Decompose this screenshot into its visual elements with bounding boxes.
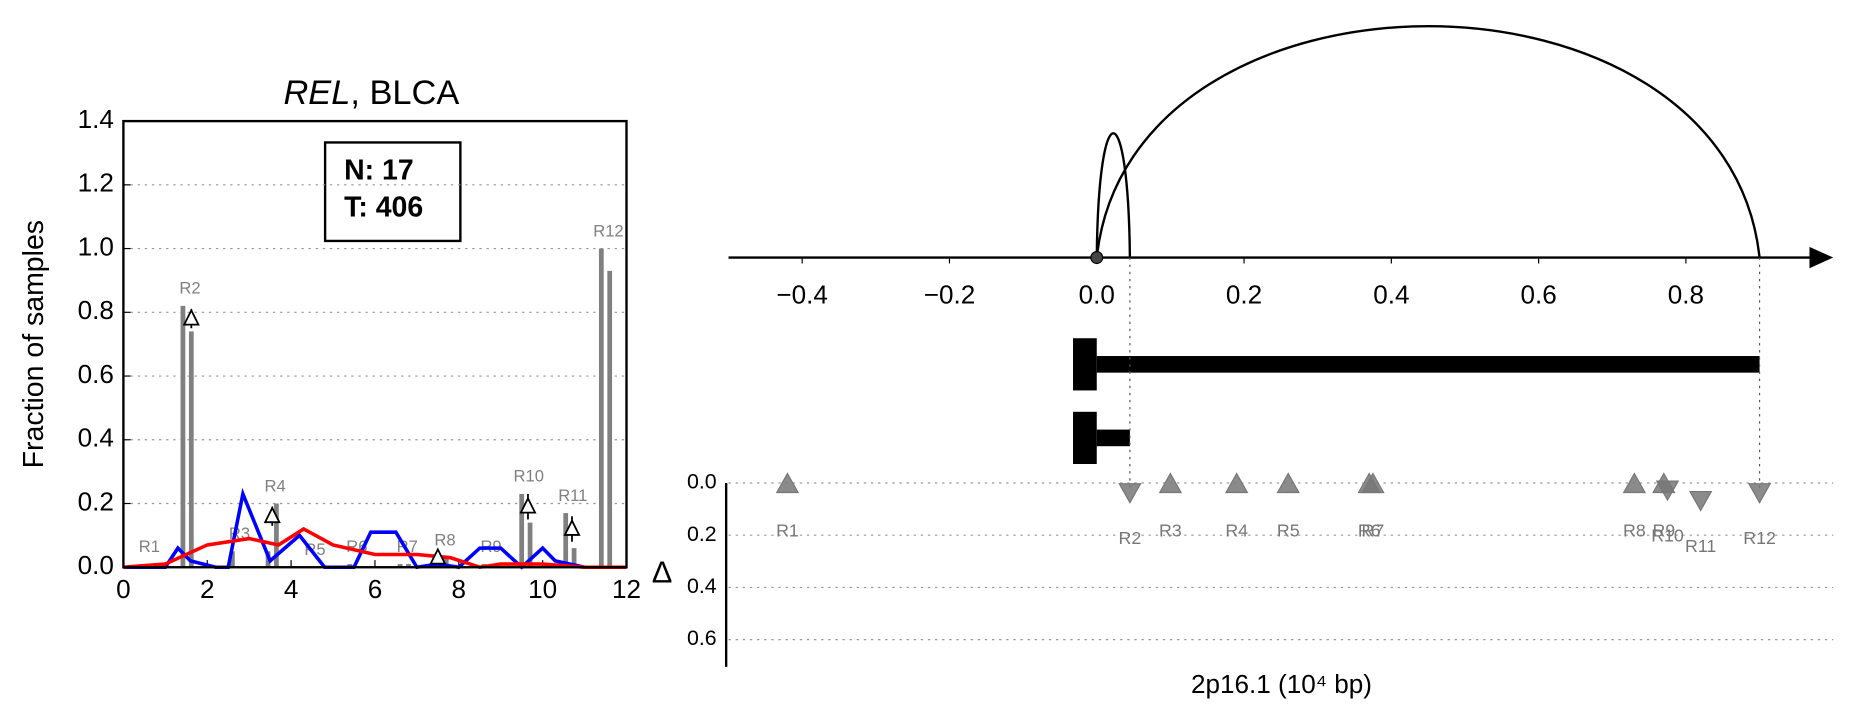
y-tick-label: 0.6: [78, 359, 114, 389]
region-label: R11: [558, 486, 587, 505]
x-axis-label: 2p16.1 (10⁴ bp): [1191, 669, 1372, 699]
delta-marker: [263, 505, 281, 524]
transcript-body: [1096, 356, 1760, 373]
x-tick-label: 0.4: [1373, 280, 1409, 310]
region-label: R4: [1225, 520, 1248, 540]
annotation-box: [323, 141, 462, 243]
region-label: R10: [1651, 526, 1684, 546]
region-label: R12: [1743, 528, 1776, 548]
delta-tick-label: 0.0: [687, 470, 717, 494]
delta-tick-label: 0.6: [687, 626, 717, 650]
title-gene: REL: [283, 74, 350, 112]
x-tick-label: 6: [368, 574, 383, 604]
region-bar: [443, 557, 449, 568]
delta-axis-label: Δ: [652, 555, 673, 590]
region-label: R3: [1159, 520, 1182, 540]
delta-marker: [429, 547, 447, 565]
region-label: R7: [1362, 520, 1385, 540]
region-label: R1: [139, 537, 160, 556]
delta-tick-label: 0.4: [687, 574, 717, 598]
annotation-t: T: 406: [344, 191, 423, 223]
x-tick-label: −0.4: [776, 280, 828, 310]
region-label: R1: [776, 520, 799, 540]
delta-marker: [1224, 472, 1249, 494]
transcript-start: [1073, 411, 1097, 465]
delta-marker: [1118, 483, 1142, 504]
delta-marker: [563, 518, 581, 536]
y-tick-label: 1.0: [78, 231, 114, 261]
line-series: [123, 487, 627, 570]
region-bar: [230, 551, 235, 568]
delta-marker: [1361, 472, 1385, 494]
delta-marker: [182, 308, 200, 326]
region-bar: [406, 564, 411, 568]
region-label: R8: [434, 530, 455, 549]
annotation-n: N: 17: [344, 155, 414, 187]
x-tick-label: 4: [284, 574, 299, 604]
region-label: R2: [1119, 528, 1142, 548]
region-label: R4: [265, 476, 286, 495]
y-tick-label: 1.4: [78, 104, 114, 134]
delta-marker: [1747, 483, 1772, 504]
y-tick-label: 0.4: [78, 423, 114, 453]
region-label: R6: [1358, 520, 1381, 540]
region-bar: [188, 331, 194, 568]
x-tick-label: 0.8: [1668, 280, 1704, 310]
x-tick-label: 8: [452, 574, 467, 604]
x-tick-label: −0.2: [924, 280, 976, 310]
delta-marker: [1622, 472, 1647, 494]
x-tick-label: 0.0: [1079, 280, 1115, 310]
region-label: R5: [304, 540, 325, 559]
region-bar: [274, 503, 279, 568]
title-cohort: , BLCA: [350, 74, 459, 112]
region-label: R9: [1652, 520, 1675, 540]
x-tick-label: 0.2: [1226, 280, 1262, 310]
delta-marker: [1688, 490, 1713, 512]
y-axis-label: Fraction of samples: [18, 220, 50, 468]
delta-marker: [1655, 480, 1680, 502]
region-label: R8: [1623, 520, 1646, 540]
region-bar: [598, 248, 604, 568]
y-tick-label: 0.2: [78, 486, 114, 516]
region-label: R9: [480, 537, 501, 556]
region-bar: [519, 493, 525, 568]
x-tick-label: 10: [528, 574, 557, 604]
x-tick-label: 2: [200, 574, 215, 604]
x-axis-arrow: [1809, 246, 1834, 269]
region-bar: [527, 522, 533, 568]
chart-title: REL, BLCA: [283, 74, 459, 112]
y-tick-label: 0.8: [78, 295, 114, 325]
region-bar: [563, 513, 569, 568]
region-label: R10: [514, 467, 544, 486]
line-series: [123, 526, 627, 570]
region-bar: [571, 548, 577, 568]
delta-tick-label: 0.2: [687, 522, 717, 546]
transcript-start: [1073, 338, 1097, 391]
arc: [1095, 132, 1132, 258]
y-tick-label: 1.2: [78, 168, 114, 198]
region-label: R11: [1685, 536, 1716, 556]
x-tick-label: 0: [116, 574, 131, 604]
arc: [1095, 25, 1761, 258]
delta-marker: [1158, 472, 1183, 494]
delta-marker: [519, 496, 537, 514]
region-bar: [397, 564, 403, 568]
region-bar: [180, 305, 186, 568]
region-bar: [607, 270, 613, 568]
delta-marker: [775, 472, 800, 494]
arc-origin: [1090, 251, 1104, 265]
region-label: R5: [1277, 520, 1300, 540]
x-tick-label: 12: [612, 574, 641, 604]
y-tick-label: 0.0: [78, 550, 114, 580]
region-label: R12: [593, 221, 623, 240]
region-label: R2: [179, 279, 200, 298]
plot-frame: [122, 119, 628, 569]
x-tick-label: 0.6: [1520, 280, 1556, 310]
delta-marker: [1276, 472, 1300, 494]
transcript-body: [1096, 429, 1130, 447]
